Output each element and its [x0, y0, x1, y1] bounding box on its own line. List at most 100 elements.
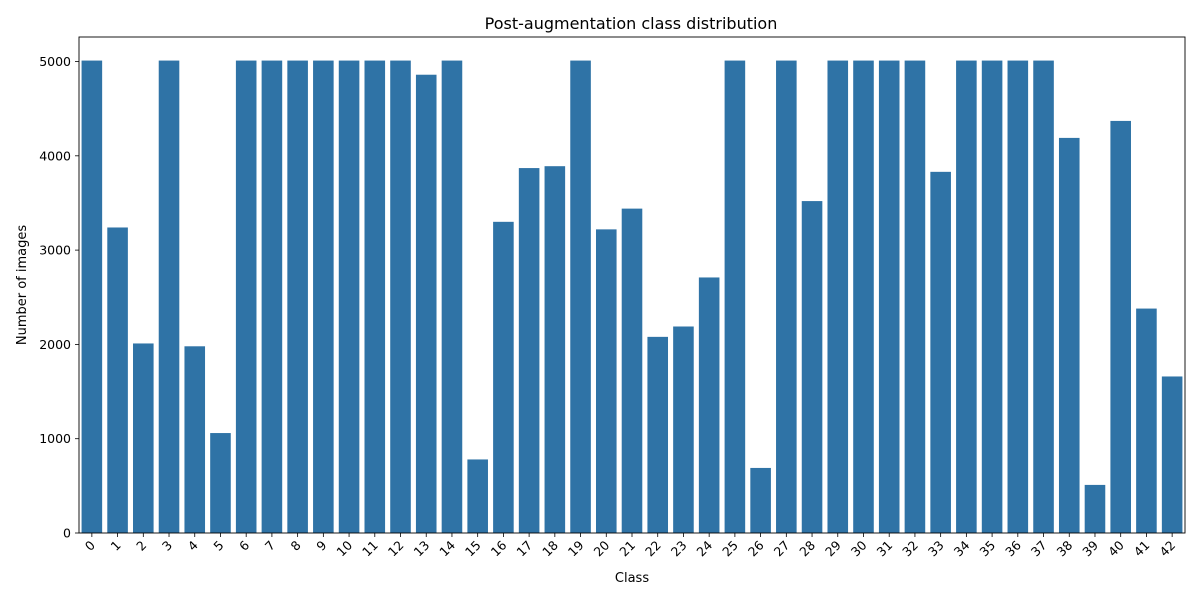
x-tick-label: 1 [107, 538, 123, 554]
x-tick-label: 42 [1156, 538, 1178, 560]
bar-class-11 [364, 60, 386, 533]
bar-class-31 [878, 60, 900, 533]
bars-group [81, 60, 1183, 534]
x-tick-label: 15 [462, 538, 484, 560]
x-tick-label: 9 [313, 537, 329, 553]
x-tick-label: 8 [288, 537, 304, 553]
bar-class-39 [1084, 484, 1106, 533]
x-tick-label: 37 [1028, 538, 1050, 560]
x-tick-label: 23 [668, 538, 690, 560]
bar-class-40 [1110, 120, 1131, 534]
x-tick-label: 10 [333, 537, 355, 559]
x-tick-label: 27 [771, 538, 793, 560]
x-tick-label: 34 [951, 537, 973, 559]
bar-class-27 [776, 60, 797, 533]
bar-class-22 [647, 336, 669, 533]
x-tick-label: 0 [82, 537, 98, 553]
x-tick-label: 16 [488, 537, 510, 559]
bar-class-8 [287, 60, 308, 533]
bar-class-41 [1136, 308, 1157, 533]
x-tick-label: 25 [719, 538, 741, 560]
x-tick-label: 24 [693, 537, 715, 559]
bar-class-29 [827, 60, 849, 533]
bar-class-25 [724, 60, 746, 533]
x-tick-label: 12 [385, 538, 407, 560]
y-tick-label: 3000 [39, 243, 71, 258]
x-tick-label: 28 [796, 537, 818, 559]
x-tick-label: 26 [745, 537, 767, 559]
x-tick-label: 40 [1105, 537, 1127, 559]
bar-class-10 [338, 60, 360, 533]
y-tick-label: 5000 [39, 54, 71, 69]
x-tick-label: 4 [185, 537, 201, 553]
y-tick-label: 4000 [39, 148, 71, 163]
x-tick-label: 18 [539, 537, 561, 559]
bar-class-6 [235, 60, 257, 533]
bar-class-3 [158, 60, 180, 533]
bar-class-42 [1161, 376, 1183, 533]
bar-class-0 [81, 60, 103, 533]
x-tick-label: 31 [873, 538, 895, 560]
bar-class-24 [698, 277, 720, 533]
bar-class-36 [1007, 60, 1029, 533]
x-tick-label: 21 [616, 538, 638, 560]
x-tick-label: 38 [1054, 537, 1076, 559]
y-tick-label: 1000 [39, 431, 71, 446]
x-tick-label: 7 [262, 538, 278, 554]
x-tick-label: 20 [591, 537, 613, 559]
y-axis: 0 1000 2000 3000 4000 5000 [39, 54, 79, 541]
x-tick-label: 36 [1002, 537, 1024, 559]
x-tick-label: 39 [1079, 537, 1101, 559]
bar-class-26 [750, 467, 771, 533]
bar-class-1 [107, 227, 128, 534]
bar-class-2 [133, 343, 154, 533]
bar-class-18 [544, 166, 566, 533]
x-tick-label: 17 [513, 538, 535, 560]
x-tick-label: 35 [976, 538, 998, 560]
bar-class-17 [518, 168, 540, 533]
x-tick-label: 13 [410, 538, 432, 560]
bar-class-20 [595, 229, 617, 533]
bar-class-19 [570, 60, 591, 533]
x-tick-label: 5 [210, 538, 226, 554]
x-tick-label: 14 [436, 537, 458, 559]
bar-class-5 [210, 433, 231, 533]
x-tick-label: 33 [925, 538, 947, 560]
plot-frame [78, 36, 1186, 534]
bar-class-4 [184, 346, 206, 533]
chart-title: Post-augmentation class distribution [485, 14, 778, 33]
y-axis-label: Number of images [15, 225, 30, 346]
x-tick-label: 11 [359, 538, 381, 560]
bar-class-21 [621, 208, 643, 533]
x-axis-label: Class [615, 571, 649, 586]
x-tick-label: 3 [159, 538, 175, 554]
bar-class-12 [390, 60, 411, 533]
bar-class-37 [1033, 60, 1054, 533]
bar-class-7 [261, 60, 283, 533]
x-tick-label: 29 [822, 537, 844, 559]
bar-class-9 [313, 60, 334, 533]
y-tick-label: 2000 [39, 337, 71, 352]
bar-class-28 [801, 201, 823, 533]
bar-class-38 [1058, 137, 1080, 533]
bar-class-33 [930, 171, 951, 533]
x-tick-label: 19 [565, 537, 587, 559]
x-tick-label: 22 [642, 538, 664, 560]
x-axis: 0 1 2 3 4 5 6 7 8 9 10 11 12 13 14 15 16 17 18 19 20 21 22 23 24… [82, 533, 1178, 560]
bar-class-32 [904, 60, 926, 533]
y-tick-label: 0 [63, 526, 71, 541]
bar-class-35 [981, 60, 1003, 533]
bar-class-16 [493, 221, 514, 533]
x-tick-label: 6 [236, 537, 252, 553]
bar-class-34 [956, 60, 977, 533]
bar-class-23 [673, 326, 694, 533]
x-tick-label: 2 [133, 538, 149, 554]
x-tick-label: 32 [899, 538, 921, 560]
bar-class-14 [441, 60, 463, 533]
bar-class-30 [853, 60, 874, 533]
x-tick-label: 41 [1131, 538, 1153, 560]
bar-class-15 [467, 459, 488, 533]
x-tick-label: 30 [848, 537, 870, 559]
bar-class-13 [415, 74, 437, 533]
